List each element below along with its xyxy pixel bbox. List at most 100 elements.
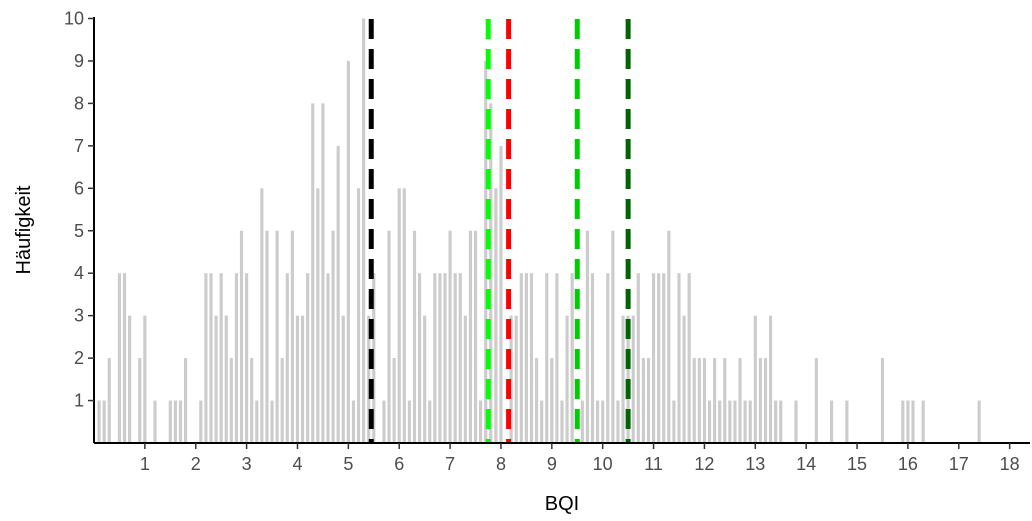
x-tick-label: 4	[292, 454, 302, 474]
histogram-bar	[458, 273, 462, 443]
histogram-bar	[596, 400, 600, 443]
x-tick-label: 13	[745, 454, 765, 474]
x-tick-label: 16	[898, 454, 918, 474]
histogram-bar	[560, 400, 564, 443]
histogram-bar	[326, 273, 330, 443]
histogram-bar	[270, 400, 274, 443]
y-axis-title: Häufigkeit	[13, 185, 35, 274]
histogram-bar	[672, 400, 676, 443]
histogram-bar	[239, 230, 244, 443]
histogram-bar	[107, 358, 111, 443]
histogram-bar	[382, 400, 386, 443]
histogram-bar	[468, 230, 473, 443]
histogram-bar	[540, 400, 544, 443]
histogram-bar	[611, 230, 615, 443]
histogram-bar	[346, 60, 350, 443]
histogram-bar	[636, 273, 640, 443]
histogram-bar	[275, 230, 279, 443]
histogram-bar	[763, 358, 768, 443]
histogram-bar	[300, 315, 305, 443]
histogram-bar	[529, 273, 534, 443]
histogram-bar	[97, 400, 101, 443]
histogram-bar	[682, 315, 686, 443]
x-tick-label: 5	[343, 454, 353, 474]
histogram-bar	[845, 400, 849, 443]
x-tick-label: 3	[242, 454, 252, 474]
histogram-bar	[534, 358, 539, 443]
histogram-bar	[417, 273, 422, 443]
histogram-bar	[565, 315, 569, 443]
histogram-bar	[428, 400, 432, 443]
histogram-bar	[901, 400, 905, 443]
histogram-bar	[336, 145, 340, 443]
histogram-bar	[662, 273, 666, 443]
histogram-bar	[499, 145, 503, 443]
histogram-bar	[494, 188, 498, 443]
histogram-bar	[367, 315, 371, 443]
x-tick-label: 2	[191, 454, 201, 474]
histogram-bar	[392, 358, 396, 443]
histogram-bar	[290, 230, 294, 443]
histogram-bar	[423, 315, 427, 443]
x-tick-label: 17	[949, 454, 969, 474]
histogram-bar	[718, 400, 722, 443]
histogram-bar	[214, 315, 218, 443]
x-tick-label: 15	[847, 454, 867, 474]
histogram-bar	[585, 230, 590, 443]
histogram-bar	[402, 188, 406, 443]
y-tick-label: 5	[74, 221, 84, 241]
histogram-bar	[489, 103, 493, 444]
histogram-bar	[219, 273, 223, 443]
histogram-bar	[199, 400, 203, 443]
reference-lines	[368, 19, 631, 443]
histogram-bar	[758, 358, 762, 443]
histogram-bar	[443, 273, 447, 443]
histogram-bar	[255, 400, 259, 443]
x-tick-label: 10	[593, 454, 613, 474]
histogram-bar	[728, 400, 732, 443]
histogram-bar	[646, 358, 651, 443]
histogram-bar	[590, 273, 595, 443]
histogram-bar	[631, 315, 635, 443]
histogram-bar	[168, 400, 172, 443]
histogram-bar	[397, 188, 401, 443]
histogram-bar	[697, 358, 701, 443]
histogram-bar	[524, 273, 528, 443]
histogram-bar	[250, 358, 254, 443]
histogram-bar	[580, 400, 584, 443]
histogram-bar	[463, 315, 467, 443]
histogram-bar	[479, 400, 483, 443]
x-tick-label: 14	[796, 454, 816, 474]
histogram-bar	[117, 273, 122, 443]
histogram-bar	[183, 358, 188, 443]
histogram-bar	[372, 273, 376, 443]
histogram-bar	[616, 400, 620, 443]
histogram-bar	[911, 400, 915, 443]
histogram-bar	[702, 358, 707, 443]
histogram-bar	[707, 400, 712, 443]
histogram-bar	[356, 188, 361, 443]
x-tick-label: 6	[394, 454, 404, 474]
histogram-bar	[921, 400, 925, 443]
histogram-bar	[122, 273, 127, 443]
histogram-bar	[713, 358, 717, 443]
histogram-bar	[768, 315, 773, 443]
histogram-bar	[438, 273, 442, 443]
histogram-bar	[245, 273, 249, 443]
y-tick-label: 3	[74, 306, 84, 326]
histogram-bar	[311, 103, 315, 444]
y-axis-ticks: 1 2 3 4 5 6 7 8 9 10	[64, 9, 94, 411]
histogram-bar	[280, 358, 284, 443]
histogram-bar	[641, 358, 645, 443]
histogram-bar	[204, 273, 208, 443]
y-tick-label: 8	[74, 93, 84, 113]
histogram-bar	[814, 358, 818, 443]
x-tick-label: 12	[694, 454, 714, 474]
histogram-bar	[880, 358, 885, 443]
histogram-bar	[748, 400, 752, 443]
histogram-bar	[830, 400, 834, 443]
histogram-bar	[229, 358, 233, 443]
histogram-bar	[570, 273, 574, 443]
histogram-bar	[977, 400, 981, 443]
